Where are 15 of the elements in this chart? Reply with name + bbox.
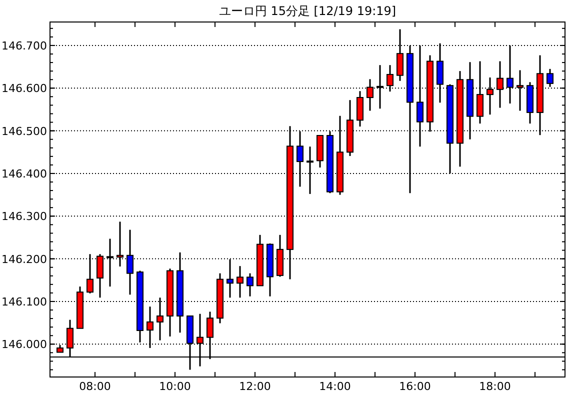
y-tick-label: 146.500 <box>2 124 47 138</box>
x-tick-label: 12:00 <box>239 380 271 393</box>
y-tick-label: 146.600 <box>2 82 47 96</box>
chart-title: ユーロ円 15分足 [12/19 19:19] <box>218 4 396 18</box>
y-tick-label: 146.400 <box>2 167 47 180</box>
x-tick-label: 16:00 <box>399 380 431 393</box>
x-tick-label: 18:00 <box>479 380 511 393</box>
y-tick-label: 146.300 <box>2 210 47 224</box>
y-tick-label: 146.200 <box>2 252 47 266</box>
x-tick-label: 14:00 <box>319 380 351 393</box>
x-tick-label: 10:00 <box>159 380 191 393</box>
x-tick-label: 08:00 <box>79 380 111 393</box>
y-tick-label: 146.100 <box>2 295 47 308</box>
y-tick-label: 146.700 <box>2 39 47 52</box>
y-tick-label: 146.000 <box>2 338 47 352</box>
